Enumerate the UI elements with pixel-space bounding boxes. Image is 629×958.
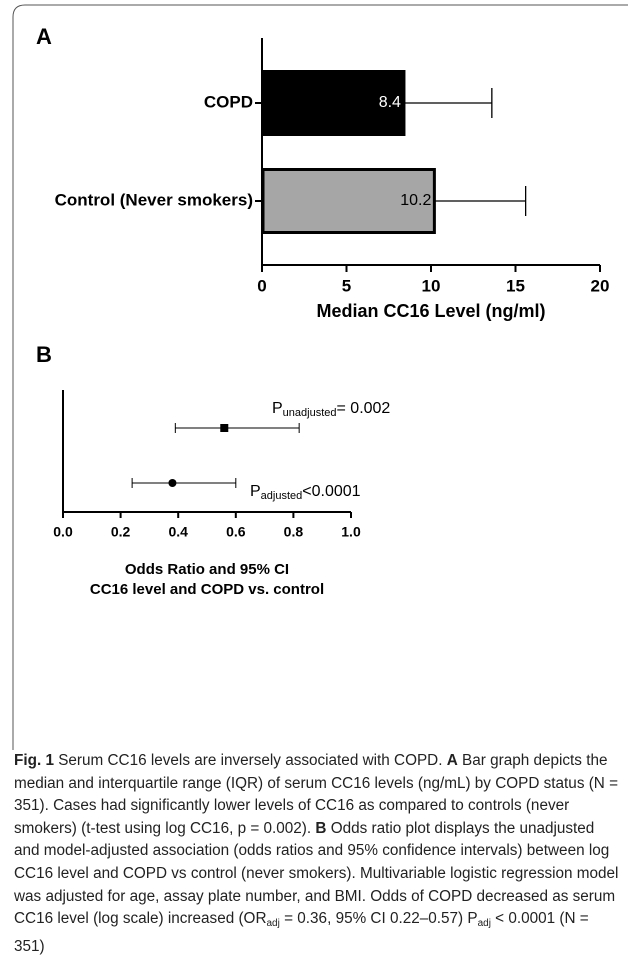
x-tick-label: 0 (257, 276, 266, 295)
figure: A B 0 5 10 15 20 Median CC16 Level (ng/ml) COP… (12, 4, 628, 750)
x-axis-label: CC16 level and COPD vs. control (90, 581, 324, 598)
annotation-sub: unadjusted (283, 407, 337, 419)
x-axis-label: Median CC16 Level (ng/ml) (316, 301, 545, 321)
caption-sub: adj (266, 918, 280, 930)
point (220, 424, 229, 432)
annotation-sub: adjusted (261, 490, 303, 502)
caption: Fig. 1 Serum CC16 levels are inversely a… (14, 750, 620, 958)
x-tick-label: 0.2 (111, 524, 131, 540)
panel-label: A (36, 24, 52, 49)
x-tick-label: 15 (506, 276, 525, 295)
y-tick-label: Control (Never smokers) (55, 190, 253, 209)
x-tick-label: 0.0 (53, 524, 73, 540)
page: A B 0 5 10 15 20 Median CC16 Level (ng/ml) COP… (12, 4, 628, 955)
value-label: 8.4 (379, 94, 401, 111)
x-tick-label: 20 (591, 276, 610, 295)
caption-normal: Serum CC16 levels are inversely associat… (53, 752, 447, 769)
annotation-main: P (272, 400, 283, 417)
bar (261, 168, 436, 234)
caption-bold: A (446, 752, 458, 769)
annotation: Padjusted<0.0001 (250, 483, 361, 502)
panel-label: B (36, 342, 52, 367)
annotation: Punadjusted= 0.002 (272, 400, 390, 419)
x-tick-label: 0.8 (284, 524, 304, 540)
figure-frame (12, 4, 628, 750)
annotation-text: = 0.002 (337, 400, 391, 417)
annotation-text: <0.0001 (302, 483, 360, 500)
bar (261, 70, 406, 136)
caption-sub: adj (477, 918, 491, 930)
x-tick-label: 5 (342, 276, 351, 295)
x-tick-label: 1.0 (341, 524, 361, 540)
x-tick-label: 0.6 (226, 524, 246, 540)
x-tick-label: 10 (422, 276, 441, 295)
caption-normal: Bar graph depicts the median and interqu… (14, 752, 619, 837)
x-axis-label: Odds Ratio and 95% CI (125, 561, 289, 578)
annotation-main: P (250, 483, 261, 500)
caption-normal: = 0.36, 95% CI 0.22–0.57) P (279, 910, 478, 928)
caption-bold: Fig. 1 (14, 752, 54, 769)
caption-bold: B (315, 819, 327, 837)
y-tick-label: COPD (204, 92, 253, 111)
x-tick-label: 0.4 (168, 524, 188, 540)
value-label: 10.2 (400, 192, 431, 209)
point (168, 479, 177, 487)
